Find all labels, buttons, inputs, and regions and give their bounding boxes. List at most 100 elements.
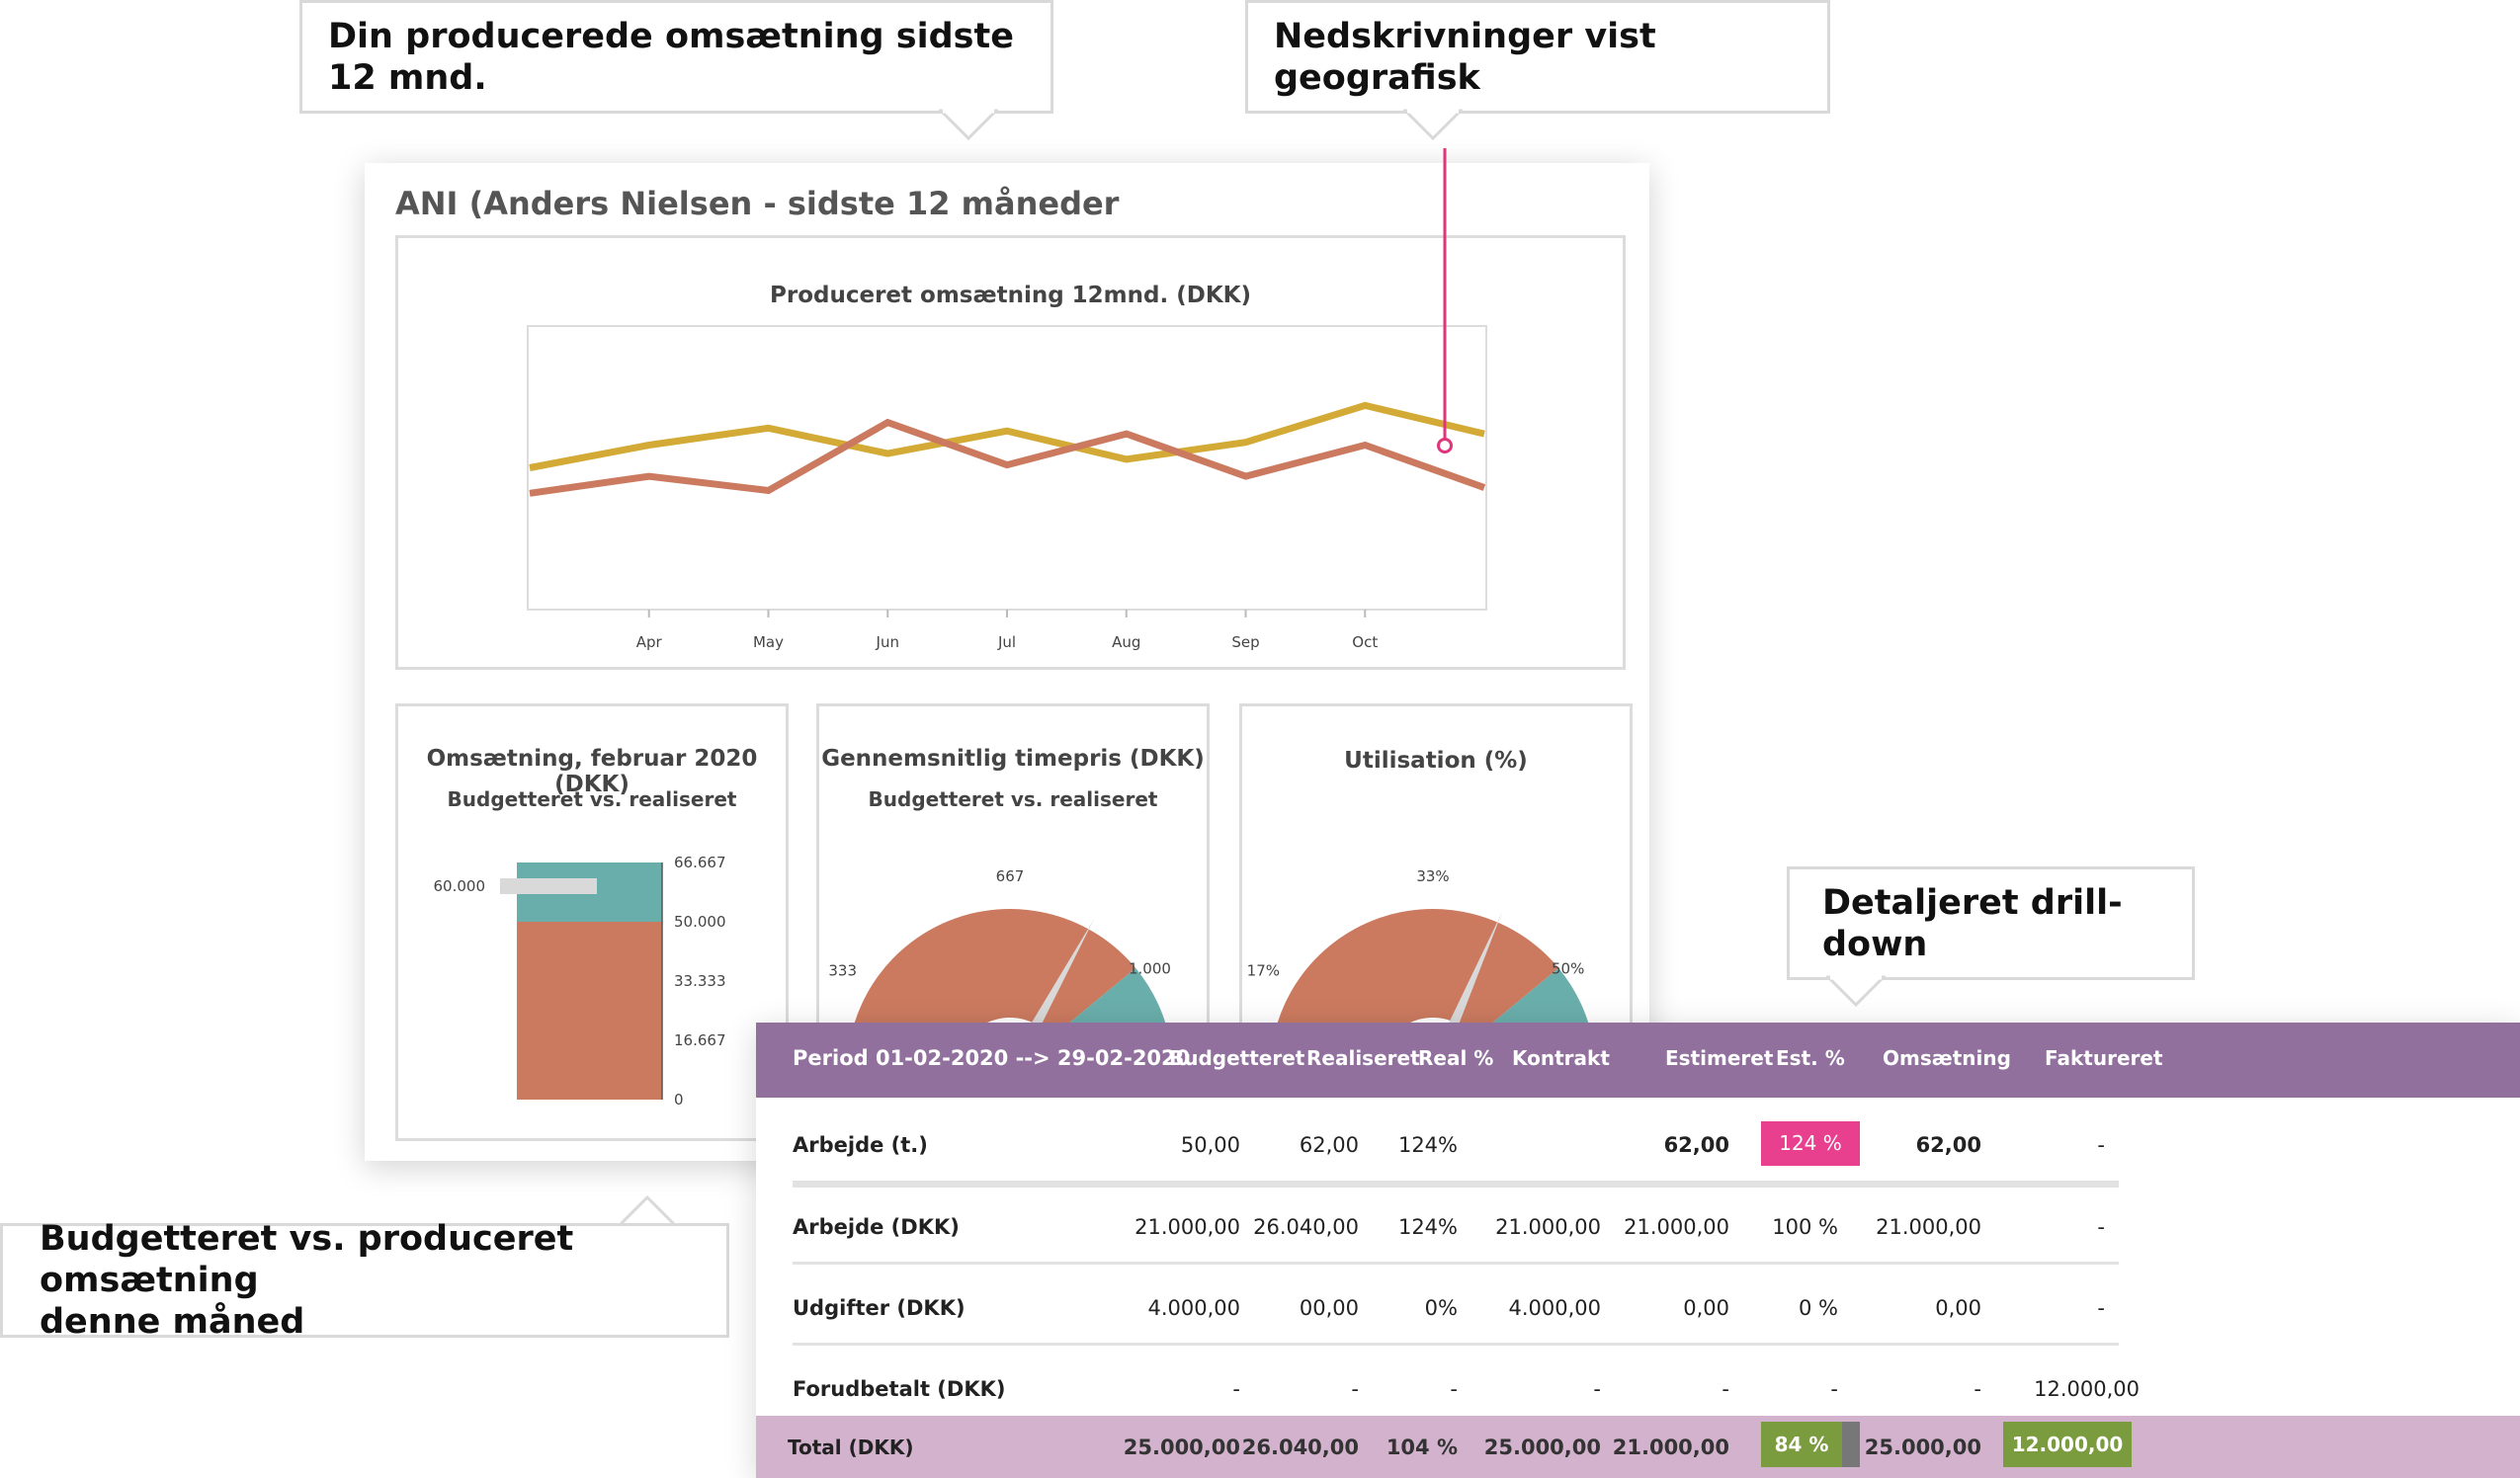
table-cell: 62,00 bbox=[1663, 1133, 1729, 1157]
table-cell: 21.000,00 bbox=[1495, 1215, 1601, 1239]
header-realiseret: Realiseret bbox=[1306, 1046, 1420, 1070]
x-tick-label: Oct bbox=[1352, 633, 1378, 651]
table-cell: 26.040,00 bbox=[1253, 1215, 1359, 1239]
x-tick-label: Aug bbox=[1112, 633, 1140, 651]
gauge-label: 33% bbox=[1416, 867, 1449, 885]
total-cell: 21.000,00 bbox=[1612, 1436, 1729, 1459]
x-tick-label: Jun bbox=[876, 633, 899, 651]
table-cell: 4.000,00 bbox=[1508, 1296, 1601, 1320]
table-cell: 62,00 bbox=[1915, 1133, 1981, 1157]
table-cell: - bbox=[1722, 1377, 1729, 1401]
table-cell: - bbox=[1232, 1377, 1240, 1401]
callout-budget-line1: Budgetteret vs. produceret omsætning bbox=[40, 1219, 574, 1300]
dashboard-card: ANI (Anders Nielsen - sidste 12 måneder … bbox=[365, 163, 1649, 1161]
table-cell: - bbox=[1593, 1377, 1601, 1401]
row-label: Udgifter (DKK) bbox=[793, 1296, 966, 1320]
gauge-rate-title: Gennemsnitlig timepris (DKK) bbox=[821, 746, 1205, 772]
table-cell: - bbox=[2097, 1215, 2105, 1239]
table-cell: 21.000,00 bbox=[1134, 1215, 1240, 1239]
callout-revenue-pointer bbox=[939, 109, 998, 140]
total-cell: 26.040,00 bbox=[1241, 1436, 1359, 1459]
table-cell: 12.000,00 bbox=[2034, 1377, 2140, 1401]
callout-drilldown-pointer bbox=[1826, 975, 1886, 1007]
header-est-pct: Est. % bbox=[1776, 1046, 1845, 1070]
line-chart-lines bbox=[529, 401, 1486, 497]
bar-tick-label: 66.667 bbox=[674, 854, 726, 871]
bar-range-lower bbox=[517, 922, 662, 1100]
header-estimeret: Estimeret bbox=[1665, 1046, 1774, 1070]
total-cell: 25.000,00 bbox=[1123, 1436, 1240, 1459]
budget-marker bbox=[500, 878, 597, 895]
table-cell: 0,00 bbox=[1683, 1296, 1729, 1320]
gauge-label: 50% bbox=[1552, 960, 1584, 978]
callout-drilldown: Detaljeret drill-down bbox=[1787, 866, 2195, 980]
total-est-pct-badge: 84 % bbox=[1761, 1422, 1860, 1467]
x-tick-label: Apr bbox=[636, 633, 663, 651]
est-pct-badge: 124 % bbox=[1761, 1121, 1860, 1166]
x-tick-label: Jul bbox=[997, 633, 1016, 651]
dashboard-title: ANI (Anders Nielsen - sidste 12 måneder bbox=[395, 185, 1120, 222]
total-cell: 104 % bbox=[1386, 1436, 1458, 1459]
total-faktureret-badge: 12.000,00 bbox=[2003, 1422, 2132, 1467]
callout-revenue: Din producerede omsætning sidste 12 mnd. bbox=[299, 0, 1053, 114]
drilldown-table: Period 01-02-2020 --> 29-02-2020 Budgett… bbox=[756, 1023, 2520, 1478]
writedowns-pin-dot bbox=[1437, 438, 1453, 453]
table-cell: - bbox=[2097, 1133, 2105, 1157]
table-cell: 100 % bbox=[1772, 1215, 1838, 1239]
table-cell: 0% bbox=[1424, 1296, 1458, 1320]
callout-drilldown-text: Detaljeret drill-down bbox=[1822, 882, 2123, 964]
x-tick-label: May bbox=[753, 633, 784, 651]
gauge-label: 1.000 bbox=[1129, 960, 1171, 978]
callout-budget: Budgetteret vs. produceret omsætning den… bbox=[0, 1219, 729, 1342]
row-label: Forudbetalt (DKK) bbox=[793, 1377, 1006, 1401]
table-cell: 124% bbox=[1397, 1215, 1458, 1239]
header-period: Period 01-02-2020 --> 29-02-2020 bbox=[793, 1046, 1191, 1070]
table-cell: - bbox=[2097, 1296, 2105, 1320]
x-tick-label: Sep bbox=[1231, 633, 1259, 651]
budget-marker-label: 60.000 bbox=[434, 877, 486, 895]
callout-budget-line2: denne måned bbox=[40, 1302, 305, 1342]
bar-tick-label: 0 bbox=[674, 1091, 684, 1108]
table-cell: 0 % bbox=[1799, 1296, 1838, 1320]
bar-chart-svg: 66.667 50.000 33.333 16.667 0 60.000 bbox=[434, 854, 726, 1108]
series-line-1 bbox=[529, 401, 1485, 471]
writedowns-pin bbox=[1437, 148, 1453, 453]
bar-chart-subtitle: Budgetteret vs. realiseret bbox=[447, 787, 737, 811]
table-cell: 4.000,00 bbox=[1147, 1296, 1240, 1320]
bar-tick-label: 50.000 bbox=[674, 913, 726, 931]
gauge-label: 333 bbox=[828, 962, 857, 980]
callout-writedowns: Nedskrivninger vist geografisk bbox=[1245, 0, 1830, 114]
total-cell: 25.000,00 bbox=[1483, 1436, 1601, 1459]
table-cell: 21.000,00 bbox=[1624, 1215, 1729, 1239]
table-cell: 50,00 bbox=[1180, 1133, 1240, 1157]
gauge-rate-subtitle: Budgetteret vs. realiseret bbox=[868, 787, 1158, 811]
callout-writedowns-text: Nedskrivninger vist geografisk bbox=[1274, 16, 1656, 98]
header-faktureret: Faktureret bbox=[2045, 1046, 2163, 1070]
table-cell: 21.000,00 bbox=[1876, 1215, 1981, 1239]
line-chart-x-ticks: Apr May Jun Jul Aug Sep Oct bbox=[636, 610, 1378, 651]
callout-revenue-text: Din producerede omsætning sidste 12 mnd. bbox=[328, 16, 1014, 98]
header-budgetteret: Budgetteret bbox=[1169, 1046, 1305, 1070]
series-line-2 bbox=[529, 418, 1486, 497]
gauge-label: 17% bbox=[1247, 962, 1280, 980]
table-cell: 124% bbox=[1397, 1133, 1458, 1157]
total-row bbox=[756, 1416, 2520, 1478]
table-cell: - bbox=[1974, 1377, 1981, 1401]
line-chart-svg: Apr May Jun Jul Aug Sep Oct bbox=[527, 325, 1487, 651]
bar-tick-label: 16.667 bbox=[674, 1031, 726, 1049]
header-kontrakt: Kontrakt bbox=[1512, 1046, 1610, 1070]
gauge-label: 667 bbox=[996, 867, 1025, 885]
bar-chart-panel: Omsætning, februar 2020 (DKK) Budgettere… bbox=[395, 703, 789, 1141]
table-cell: - bbox=[1450, 1377, 1458, 1401]
gauge-utilisation-title: Utilisation (%) bbox=[1344, 748, 1528, 774]
header-omsaetning: Omsætning bbox=[1883, 1046, 2011, 1070]
header-real-pct: Real % bbox=[1418, 1046, 1494, 1070]
row-label: Arbejde (t.) bbox=[793, 1133, 928, 1157]
bar-chart-title: Omsætning, februar 2020 (DKK) bbox=[426, 746, 758, 797]
table-header: Period 01-02-2020 --> 29-02-2020 Budgett… bbox=[756, 1023, 2520, 1098]
total-cell: 25.000,00 bbox=[1864, 1436, 1981, 1459]
table-cell: - bbox=[1351, 1377, 1359, 1401]
row-separator bbox=[793, 1343, 2119, 1346]
table-cell: 62,00 bbox=[1299, 1133, 1359, 1157]
total-label: Total (DKK) bbox=[788, 1436, 914, 1459]
